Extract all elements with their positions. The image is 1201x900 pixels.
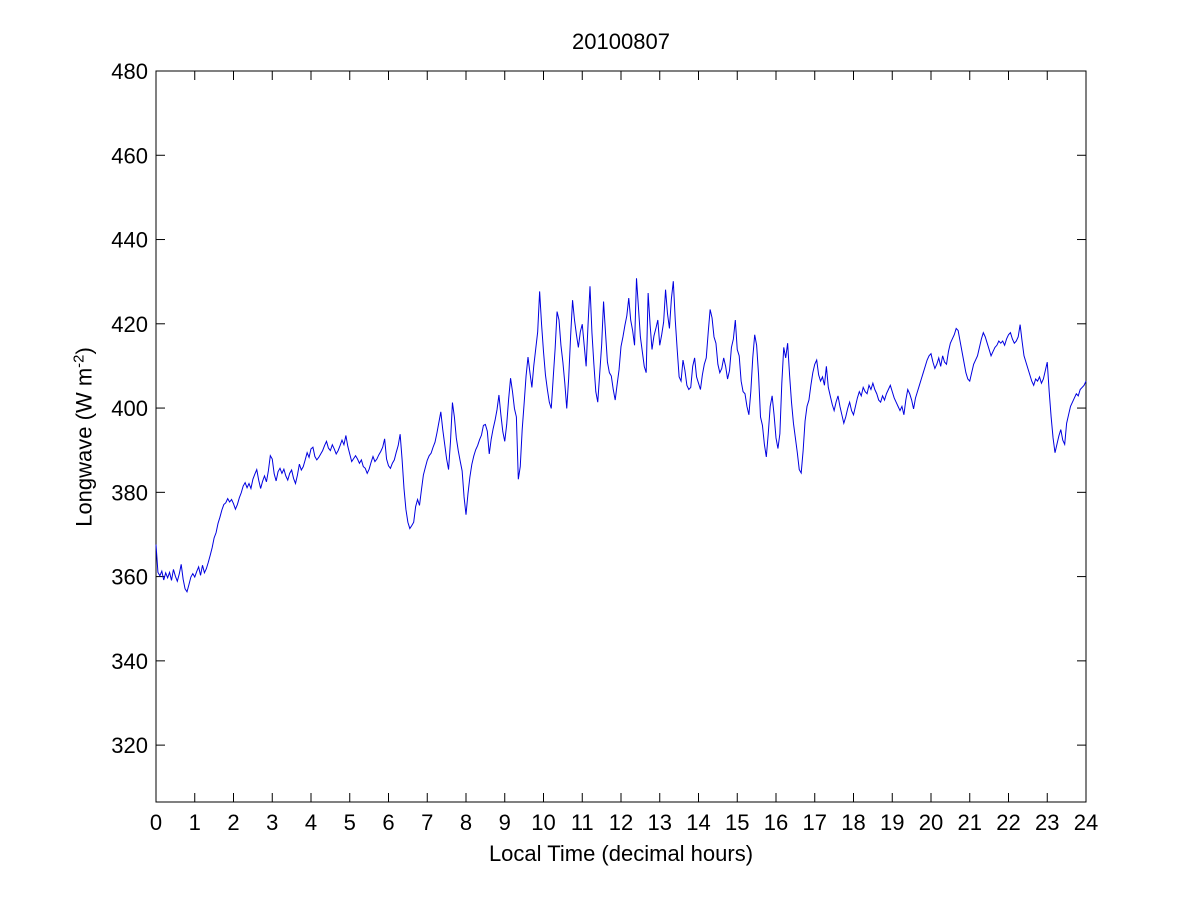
x-tick-label: 3 [266,810,278,835]
y-tick-label: 480 [111,59,148,84]
x-tick-label: 4 [305,810,317,835]
x-tick-label: 9 [499,810,511,835]
x-tick-label: 17 [803,810,827,835]
x-tick-label: 11 [571,810,594,835]
chart-title: 20100807 [572,29,670,54]
y-tick-label: 360 [111,565,148,590]
x-tick-label: 0 [150,810,162,835]
x-tick-label: 8 [460,810,472,835]
x-tick-label: 18 [841,810,865,835]
y-tick-label: 400 [111,396,148,421]
x-tick-label: 16 [764,810,788,835]
y-tick-label: 420 [111,312,148,337]
x-tick-label: 12 [609,810,633,835]
y-tick-label: 380 [111,480,148,505]
longwave-series-line [155,278,1087,593]
x-tick-label: 21 [958,810,982,835]
x-tick-label: 10 [531,810,555,835]
y-tick-label: 460 [111,143,148,168]
y-tick-label: 440 [111,228,148,253]
x-tick-label: 20 [919,810,943,835]
x-tick-label: 14 [686,810,710,835]
x-tick-label: 2 [227,810,239,835]
x-tick-label: 13 [648,810,672,835]
x-tick-label: 5 [344,810,356,835]
x-tick-label: 1 [189,810,201,835]
x-tick-label: 7 [421,810,433,835]
y-tick-label: 320 [111,733,148,758]
x-tick-label: 22 [996,810,1020,835]
x-tick-label: 23 [1035,810,1059,835]
x-tick-label: 19 [880,810,904,835]
x-axis-label: Local Time (decimal hours) [488,841,754,866]
x-tick-label: 6 [382,810,394,835]
x-tick-label: 15 [725,810,749,835]
x-tick-label: 24 [1074,810,1098,835]
axes-box [155,70,1087,803]
y-tick-label: 340 [111,649,148,674]
